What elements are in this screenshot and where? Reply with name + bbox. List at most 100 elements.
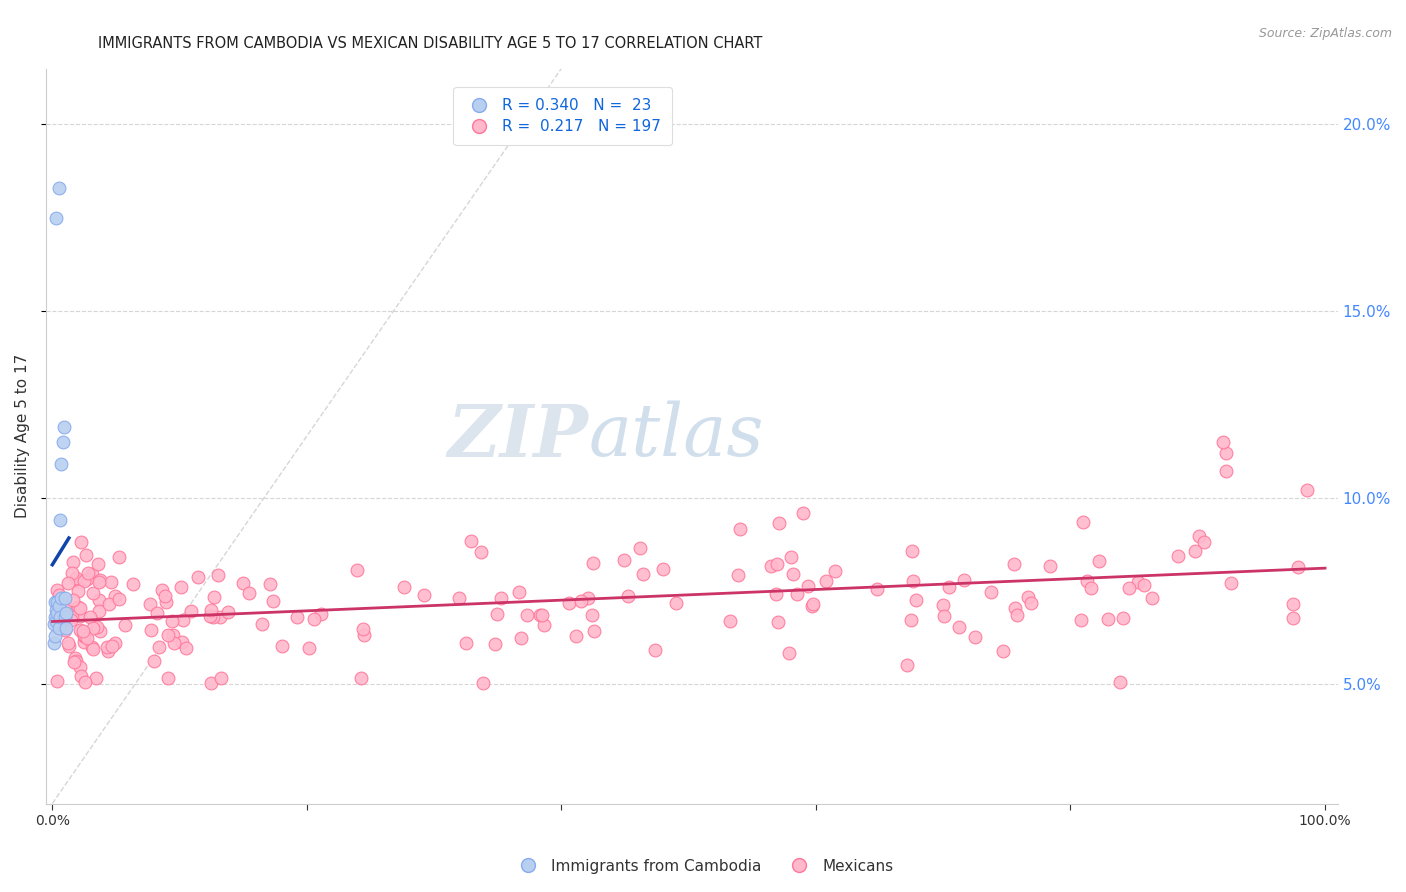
Point [778,646,800,660]
Point [49,513,72,527]
Point [150,582,173,597]
Point [44,610,66,624]
Text: IMMIGRANTS FROM CAMBODIA VS MEXICAN DISABILITY AGE 5 TO 17 CORRELATION CHART: IMMIGRANTS FROM CAMBODIA VS MEXICAN DISA… [98,36,763,51]
Point [70,669,93,683]
Point [1087,554,1109,568]
Point [60,566,83,581]
Point [45,674,67,689]
Point [82,586,104,600]
Point [900,614,922,628]
Point [80,566,103,581]
Point [42,636,65,650]
Point [44,629,66,643]
Point [533,617,555,632]
Point [309,607,332,622]
Point [814,574,837,589]
Point [644,643,666,657]
Point [631,567,654,582]
Point [1109,674,1132,689]
Point [69,609,91,624]
Point [62,555,84,569]
Point [172,613,194,627]
Point [718,614,741,628]
Point [565,629,588,643]
Point [765,587,787,601]
Point [792,507,814,521]
Point [69,600,91,615]
Point [1097,611,1119,625]
Point [938,580,960,594]
Point [285,609,308,624]
Point [1219,575,1241,590]
Point [45,211,67,225]
Point [52,419,75,434]
Point [202,590,225,604]
Point [761,559,783,574]
Point [139,624,162,638]
Point [200,603,222,617]
Point [932,598,955,612]
Point [75,548,97,562]
Point [1039,558,1062,573]
Point [392,580,415,594]
Point [1017,591,1039,605]
Point [45,602,67,616]
Point [304,612,326,626]
Point [1004,601,1026,615]
Point [460,533,482,548]
Point [786,587,808,601]
Point [352,622,374,636]
Point [824,564,846,578]
Point [238,586,260,600]
Point [63,651,86,665]
Point [211,672,233,686]
Point [298,640,321,655]
Text: atlas: atlas [589,401,763,471]
Point [576,591,599,605]
Point [665,596,688,610]
Point [510,632,533,646]
Point [217,605,239,619]
Point [77,566,100,580]
Point [55,621,77,635]
Point [156,628,179,642]
Point [87,575,110,590]
Point [148,640,170,654]
Point [108,591,131,606]
Legend: R = 0.340   N =  23, R =  0.217   N = 197: R = 0.340 N = 23, R = 0.217 N = 197 [454,87,672,145]
Point [1295,483,1317,498]
Point [49,610,72,624]
Point [143,654,166,668]
Point [652,562,675,576]
Point [727,567,749,582]
Point [67,584,90,599]
Point [82,621,104,635]
Point [55,606,77,620]
Point [48,599,70,613]
Point [1076,574,1098,589]
Point [353,627,375,641]
Point [1118,581,1140,595]
Point [146,607,169,621]
Point [87,558,110,572]
Point [1212,434,1234,449]
Point [1007,608,1029,623]
Point [801,599,824,613]
Point [980,585,1002,599]
Point [262,594,284,608]
Point [69,534,91,549]
Point [49,623,72,637]
Point [89,573,111,587]
Point [46,582,69,597]
Point [780,549,803,564]
Point [80,640,103,655]
Point [486,607,509,622]
Point [613,553,636,567]
Point [100,575,122,590]
Point [904,593,927,607]
Point [187,570,209,584]
Point [582,624,605,638]
Point [270,639,292,653]
Point [1215,465,1237,479]
Point [139,597,162,611]
